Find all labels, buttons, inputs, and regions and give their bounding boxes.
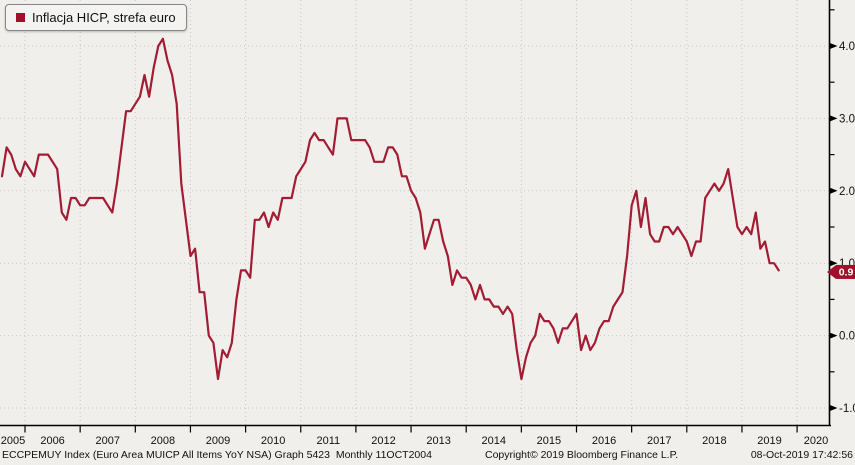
y-tick-arrow-icon xyxy=(829,115,838,122)
y-tick-arrow-icon xyxy=(829,42,838,50)
x-axis-year-label: 2019 xyxy=(757,435,781,447)
last-value-badge-label: 0.9 xyxy=(839,267,854,279)
legend-box[interactable]: Inflacja HICP, strefa euro xyxy=(5,4,187,31)
x-axis-year-label: 2011 xyxy=(316,435,340,447)
inflation-line-series[interactable] xyxy=(0,37,780,381)
x-axis-year-label: 2020 xyxy=(804,435,828,447)
y-tick-arrow-icon xyxy=(829,187,838,195)
x-axis-year-label: 2014 xyxy=(482,435,506,447)
footer-copyright: Copyright© 2019 Bloomberg Finance L.P. xyxy=(485,449,679,461)
x-axis-year-label: 2017 xyxy=(647,435,671,447)
y-axis-tick-label: 3.0 xyxy=(839,113,855,125)
x-axis-year-label: 2006 xyxy=(40,435,64,447)
x-axis-year-label: 2008 xyxy=(151,435,175,447)
y-axis-tick-label: -1.0 xyxy=(839,403,855,415)
y-axis-tick-label: 2.0 xyxy=(839,186,855,198)
x-axis-year-label: 2013 xyxy=(426,435,450,447)
footer-timestamp: 08-Oct-2019 17:42:56 xyxy=(750,449,853,461)
x-axis-year-label: 2018 xyxy=(702,435,726,447)
last-value-badge-arrow-icon xyxy=(827,264,836,279)
footer-bar: ECCPEMUY Index (Euro Area MUICP All Item… xyxy=(0,448,855,464)
x-axis-year-label: 2007 xyxy=(95,435,119,447)
y-tick-arrow-icon xyxy=(829,259,838,267)
y-axis-tick-label: 4.0 xyxy=(839,41,855,53)
x-axis-year-label: 2005 xyxy=(1,435,25,447)
legend-series-label: Inflacja HICP, strefa euro xyxy=(32,10,176,25)
y-axis-tick-label: 0.0 xyxy=(839,331,855,343)
y-tick-arrow-icon xyxy=(829,332,838,339)
footer-ticker-info: ECCPEMUY Index (Euro Area MUICP All Item… xyxy=(2,449,432,461)
x-axis-year-label: 2016 xyxy=(592,435,616,447)
y-tick-arrow-icon xyxy=(829,404,838,412)
x-axis-year-label: 2012 xyxy=(371,435,395,447)
last-value-badge xyxy=(836,264,855,279)
series-color-swatch-icon xyxy=(16,13,25,22)
x-axis-year-label: 2015 xyxy=(537,435,561,447)
x-axis-year-label: 2010 xyxy=(261,435,285,447)
x-axis-year-label: 2009 xyxy=(206,435,230,447)
